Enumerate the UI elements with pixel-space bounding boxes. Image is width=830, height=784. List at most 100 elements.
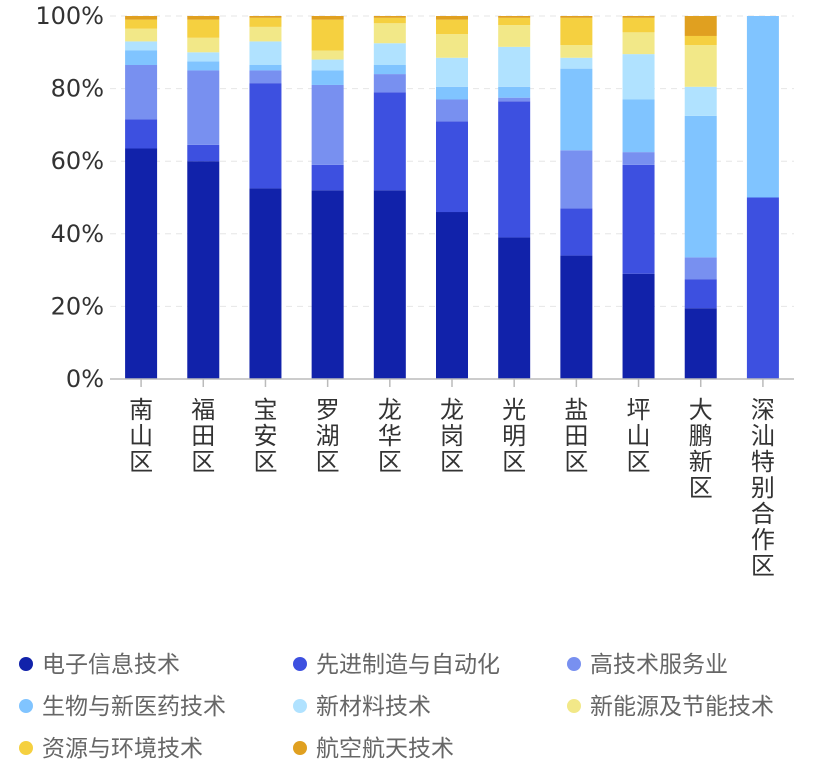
bar-segment [436,212,468,379]
bar-segment [373,17,406,24]
x-category-label: 大鹏新区 [689,396,713,502]
y-tick-label: 60% [51,147,104,175]
legend-label: 新能源及节能技术 [590,694,774,720]
bar-segment [746,197,779,379]
legend-swatch [293,699,307,713]
bar-segment [373,43,406,66]
bar-segment [684,279,717,309]
bar-segment [311,84,344,165]
bar-segment [436,34,468,58]
legend-label: 资源与环境技术 [42,736,203,762]
legend-swatch [567,699,581,713]
bar-segment [249,65,282,71]
bar-segment [622,32,655,55]
bar-segment [622,17,655,33]
legend-label: 电子信息技术 [42,652,180,678]
bar-segment [436,86,468,100]
bar-segment [560,255,593,379]
x-category-label: 罗湖区 [316,396,340,476]
bar-segment [684,257,717,280]
legend-item: 新能源及节能技术 [567,694,774,720]
legend-label: 生物与新医药技术 [42,694,226,720]
bar-segment [560,17,593,46]
bar-segment [436,19,468,35]
y-axis-tick-labels: 0% 20% 40% 60% 80% 100% [35,2,104,393]
y-tick-label: 80% [51,75,104,103]
bar-segment [373,16,406,18]
bar-segment [187,70,220,145]
bar-segment [249,17,282,27]
bar-segment [498,25,531,47]
legend-label: 新材料技术 [316,694,431,720]
bar-segment [560,208,593,256]
y-tick-label: 40% [51,220,104,248]
x-category-label: 龙华区 [378,396,402,476]
x-axis-category-labels: 南山区 福田区 宝安区 罗湖区 龙华区 龙岗区 光明区 盐田区 坪山区 大鹏新区 深汕特别合作区 [129,396,775,580]
bar-segment [498,46,531,87]
bar-segment [187,37,220,53]
bar-segment [436,16,468,20]
bar-segment [311,50,344,60]
x-category-label: 宝安区 [253,396,277,476]
bar-segment [187,161,220,379]
bar-segment [125,16,158,20]
legend-label: 航空航天技术 [316,736,454,762]
bars [125,16,779,379]
bar-segment [622,99,655,153]
bar-segment [498,101,531,238]
bar-segment [436,57,468,87]
x-category-label: 盐田区 [564,396,588,476]
bar-segment [560,45,593,58]
bar-segment [249,70,282,84]
legend-label: 先进制造与自动化 [316,652,500,678]
legend-item: 航空航天技术 [293,736,454,762]
bar-segment [125,65,158,120]
bar-segment [498,237,531,379]
bar-segment [311,59,344,71]
bar-segment [373,74,406,93]
y-tick-label: 0% [66,365,104,393]
bar-segment [622,273,655,379]
bar-segment [498,17,531,26]
bar-segment [125,119,158,149]
bar-segment [373,65,406,75]
x-axis-ticks [140,379,764,387]
bar-segment [187,16,220,20]
bar-segment [311,164,344,191]
legend-label: 高技术服务业 [590,652,728,678]
bar-segment [436,121,468,213]
bar-segment [684,16,717,36]
bar-segment [249,41,282,66]
bar-segment [187,19,220,38]
bar-segment [125,148,158,379]
x-category-label: 龙岗区 [440,396,464,476]
bar-segment [684,35,717,46]
bar-segment [187,61,220,71]
bar-segment [249,188,282,379]
legend-item: 新材料技术 [293,694,431,720]
legend-swatch [19,741,33,755]
legend-item: 电子信息技术 [19,652,180,678]
bar-segment [560,150,593,209]
bar-segment [373,23,406,44]
y-tick-label: 20% [51,292,104,320]
bar-segment [125,50,158,66]
bar-segment [746,16,779,198]
bar-segment [373,190,406,379]
bar-segment [125,19,158,29]
bar-segment [498,97,531,102]
bar-segment [249,16,282,18]
bar-segment [125,28,158,42]
bar-segment [311,16,344,20]
legend-swatch [19,657,33,671]
bar-segment [684,45,717,87]
legend-item: 先进制造与自动化 [293,652,500,678]
bar-segment [249,83,282,189]
legend-item: 生物与新医药技术 [19,694,226,720]
bar-segment [436,99,468,122]
bar-segment [684,308,717,379]
legend-item: 资源与环境技术 [19,736,203,762]
bar-segment [311,190,344,379]
